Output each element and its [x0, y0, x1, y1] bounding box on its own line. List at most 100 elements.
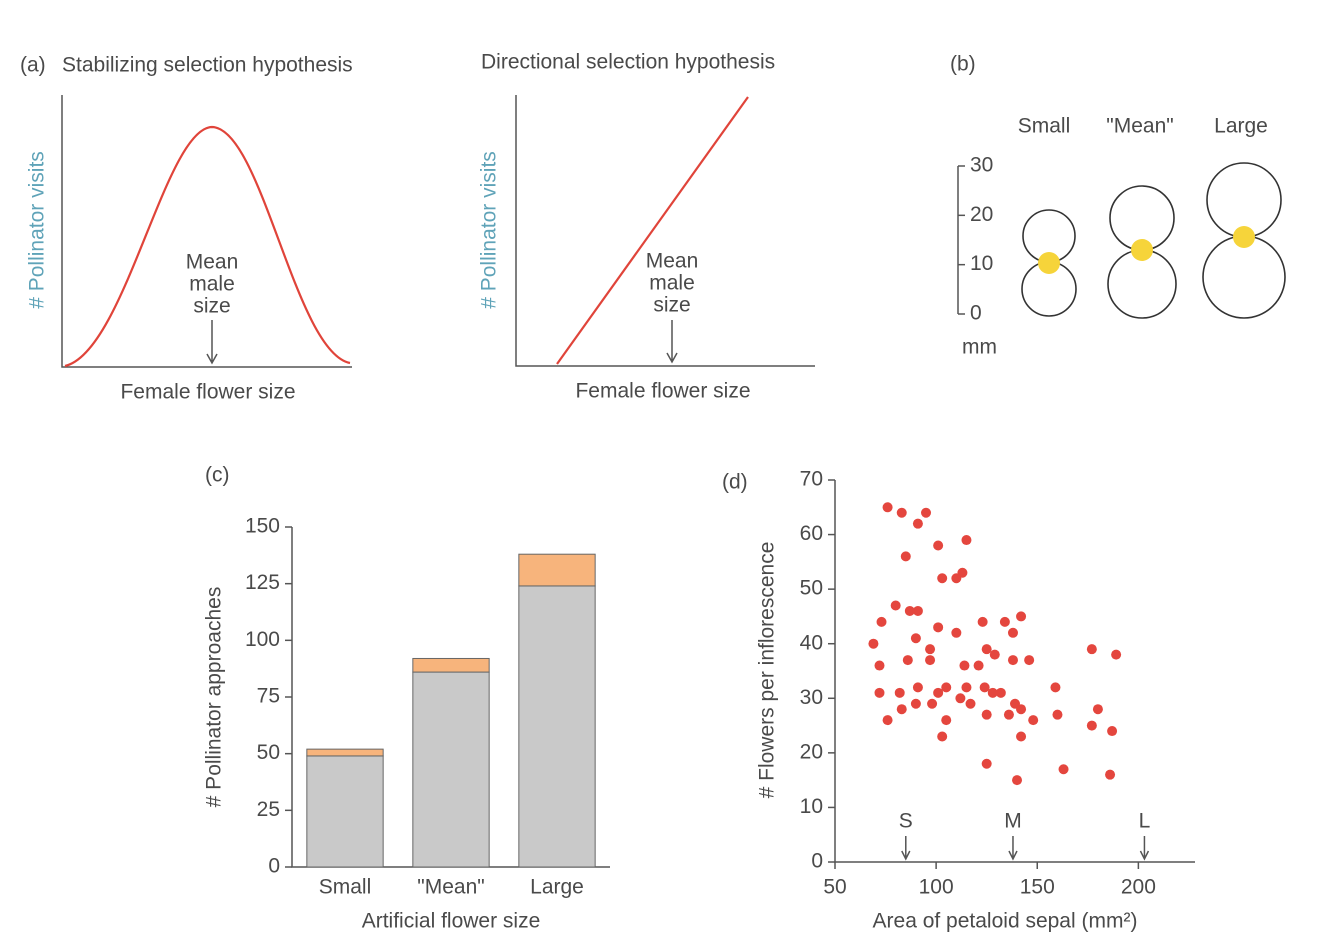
axes: [516, 95, 815, 366]
panel-title: Directional selection hypothesis: [481, 51, 775, 74]
panel-title: Stabilizing selection hypothesis: [62, 54, 353, 77]
size-label: Large: [1214, 115, 1268, 138]
annotation: size: [193, 295, 230, 318]
y-label: # Pollinator approaches: [203, 587, 226, 808]
point: [911, 699, 921, 709]
y-label: # Flowers per inflorescence: [756, 542, 779, 799]
y-tick-label: 0: [811, 850, 823, 873]
x-label: Female flower size: [120, 381, 295, 404]
bar-segment: [519, 586, 595, 867]
point: [1059, 764, 1069, 774]
point: [1016, 611, 1026, 621]
point: [966, 699, 976, 709]
point: [895, 688, 905, 698]
annotation: size: [653, 294, 690, 317]
point: [1004, 710, 1014, 720]
panel-label: (c): [205, 464, 230, 487]
y-tick-label: 125: [245, 571, 280, 594]
figure: (a) Stabilizing selection hypothesis # P…: [0, 0, 1319, 952]
point: [941, 682, 951, 692]
point: [883, 502, 893, 512]
point: [1016, 731, 1026, 741]
point: [1105, 770, 1115, 780]
y-tick-label: 50: [800, 577, 823, 600]
y-tick-label: 40: [800, 631, 823, 654]
point: [974, 661, 984, 671]
point: [868, 639, 878, 649]
point: [903, 655, 913, 665]
annotation-arrow: [1009, 836, 1017, 859]
bar-segment: [413, 658, 489, 672]
panel-label: (d): [722, 471, 748, 494]
point: [1000, 617, 1010, 627]
point: [1008, 628, 1018, 638]
point: [982, 759, 992, 769]
x-tick-label: 150: [1020, 876, 1055, 899]
y-tick-label: 10: [800, 795, 823, 818]
arrow: [207, 320, 217, 363]
bar-segment: [307, 756, 383, 867]
point: [925, 655, 935, 665]
point: [982, 710, 992, 720]
point: [1024, 655, 1034, 665]
annotation: Mean: [646, 250, 699, 273]
point: [1087, 644, 1097, 654]
annotation: Mean: [186, 251, 239, 274]
point: [937, 573, 947, 583]
point: [1093, 704, 1103, 714]
point: [951, 628, 961, 638]
point: [883, 715, 893, 725]
point: [978, 617, 988, 627]
bar-segment: [413, 672, 489, 867]
point: [1028, 715, 1038, 725]
bar-segment: [519, 554, 595, 586]
point: [959, 661, 969, 671]
annotation: M: [1004, 810, 1022, 833]
fitness-curve: [65, 127, 350, 366]
y-tick-label: 60: [800, 522, 823, 545]
scale-tick-label: 30: [970, 154, 993, 177]
x-label: Artificial flower size: [362, 910, 541, 933]
point: [933, 540, 943, 550]
scale-tick-label: 10: [970, 252, 993, 275]
panel-label: (a): [20, 54, 46, 77]
point: [874, 661, 884, 671]
size-label: "Mean": [1106, 115, 1173, 138]
y-tick-label: 30: [800, 686, 823, 709]
y-label: # Pollinator visits: [478, 151, 501, 309]
point: [1111, 650, 1121, 660]
scale-tick-label: 20: [970, 203, 993, 226]
bar-segment: [307, 749, 383, 756]
y-tick-label: 75: [257, 685, 280, 708]
x-label: Area of petaloid sepal (mm²): [873, 910, 1138, 933]
size-label: Small: [1018, 115, 1071, 138]
point: [897, 508, 907, 518]
point: [927, 699, 937, 709]
point: [874, 688, 884, 698]
point: [925, 644, 935, 654]
x-tick-label: 50: [823, 876, 846, 899]
point: [1012, 775, 1022, 785]
point: [933, 622, 943, 632]
x-tick-label: Small: [319, 876, 372, 899]
point: [957, 568, 967, 578]
point: [937, 731, 947, 741]
y-tick-label: 0: [268, 855, 280, 878]
y-tick-label: 70: [800, 468, 823, 491]
point: [913, 682, 923, 692]
arrow: [667, 320, 677, 362]
axes: [835, 480, 1195, 862]
y-tick-label: 150: [245, 515, 280, 538]
annotation-arrow: [1140, 836, 1148, 859]
point: [905, 606, 915, 616]
point: [990, 650, 1000, 660]
point: [1087, 721, 1097, 731]
annotation: male: [189, 273, 235, 296]
point: [1050, 682, 1060, 692]
scale-tick-label: 0: [970, 302, 982, 325]
y-tick-label: 20: [800, 740, 823, 763]
x-tick-label: 100: [919, 876, 954, 899]
unit-label: mm: [962, 336, 997, 359]
point: [1107, 726, 1117, 736]
point: [1052, 710, 1062, 720]
